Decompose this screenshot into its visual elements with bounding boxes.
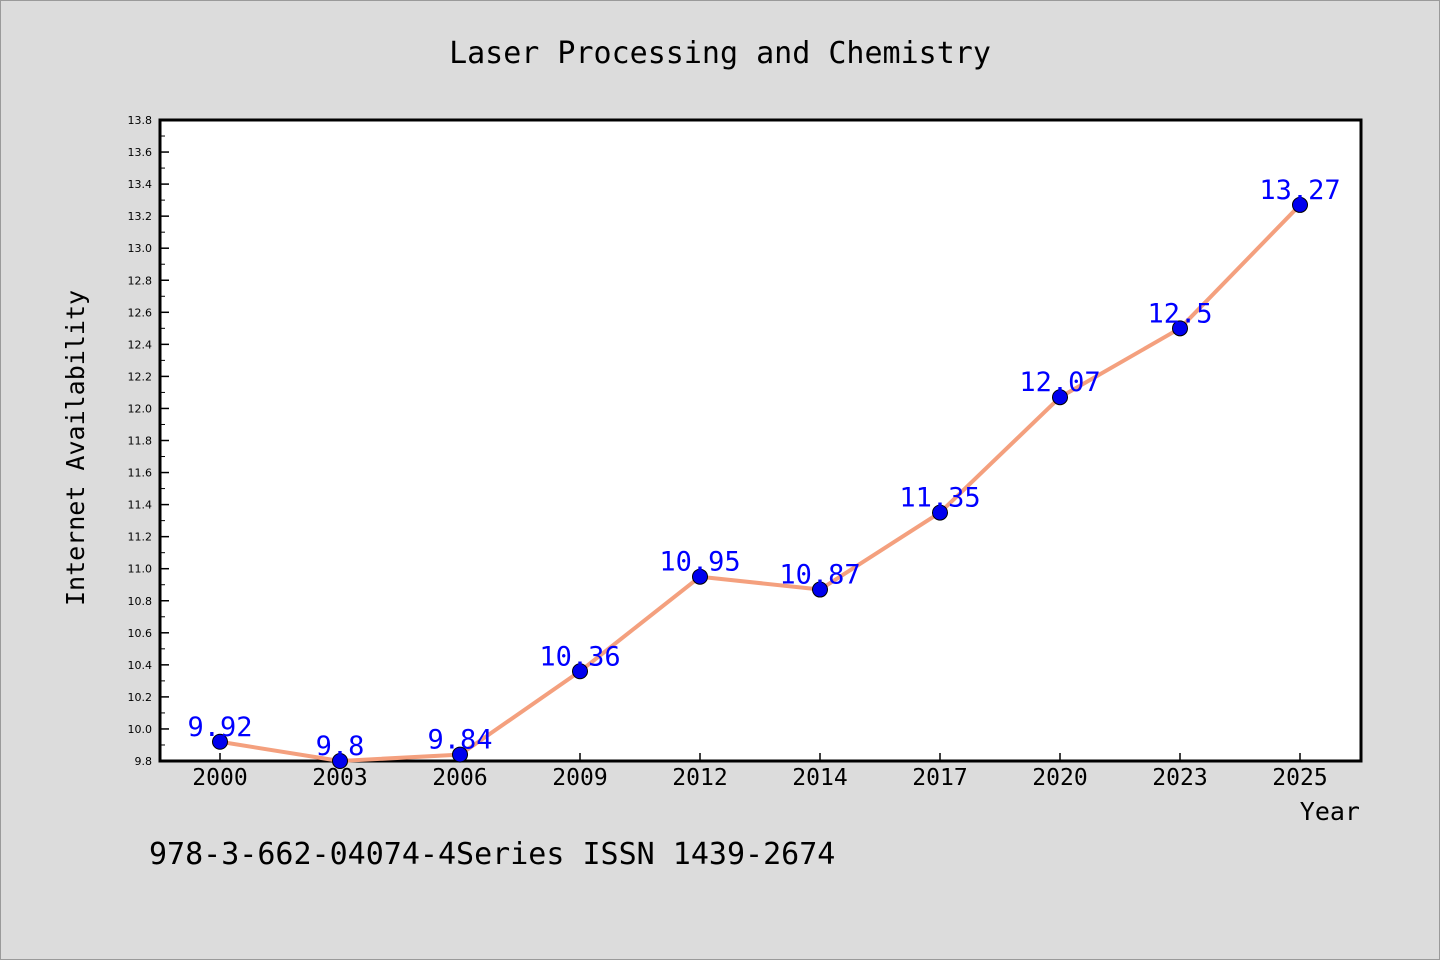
y-tick-label: 10.0 bbox=[128, 723, 153, 736]
y-tick-label: 11.8 bbox=[128, 435, 153, 448]
x-axis: 2000 2003 2006 2009 2012 2014 2017 2020 2023 2025 bbox=[192, 753, 1328, 791]
data-point bbox=[932, 504, 948, 521]
y-tick-label: 11.2 bbox=[128, 531, 153, 544]
data-label: 11.35 bbox=[899, 483, 980, 514]
y-tick-label: 10.6 bbox=[128, 627, 153, 640]
y-tick-label: 12.2 bbox=[128, 370, 153, 383]
y-tick-label: 13.4 bbox=[128, 178, 153, 191]
x-tick-label: 2003 bbox=[312, 765, 367, 791]
y-tick-label: 10.2 bbox=[128, 691, 153, 704]
y-tick-label: 12.0 bbox=[128, 402, 153, 415]
data-point bbox=[572, 663, 588, 680]
data-point bbox=[692, 568, 708, 585]
data-label: 10.87 bbox=[779, 560, 860, 591]
data-label: 12.5 bbox=[1147, 298, 1212, 329]
x-tick-label: 2020 bbox=[1032, 765, 1087, 791]
y-tick-label: 12.4 bbox=[128, 338, 153, 351]
x-tick-label: 2017 bbox=[912, 765, 967, 791]
data-point bbox=[812, 581, 828, 598]
y-tick-label: 13.6 bbox=[128, 146, 153, 159]
data-point bbox=[212, 733, 228, 750]
y-tick-label: 11.0 bbox=[128, 563, 153, 576]
data-point bbox=[332, 753, 348, 769]
x-tick-label: 2009 bbox=[552, 765, 607, 791]
x-tick-label: 2023 bbox=[1152, 765, 1207, 791]
x-axis-label: Year bbox=[1300, 797, 1360, 826]
chart-title: Laser Processing and Chemistry bbox=[449, 36, 991, 71]
x-tick-label: 2012 bbox=[672, 765, 727, 791]
footer-text: 978-3-662-04074-4Series ISSN 1439-2674 bbox=[149, 837, 835, 872]
data-label: 12.07 bbox=[1019, 367, 1100, 398]
y-tick-label: 10.8 bbox=[128, 595, 153, 608]
y-tick-label: 12.6 bbox=[128, 306, 153, 319]
data-point bbox=[452, 746, 468, 763]
data-point bbox=[1172, 320, 1188, 337]
data-label: 9.84 bbox=[427, 725, 492, 756]
y-tick-label: 11.4 bbox=[128, 499, 153, 512]
data-point bbox=[1052, 389, 1068, 406]
x-tick-label: 2014 bbox=[792, 765, 847, 791]
x-tick-label: 2006 bbox=[432, 765, 487, 791]
data-point bbox=[1292, 196, 1308, 213]
y-tick-label: 13.8 bbox=[128, 114, 153, 127]
plot-area bbox=[158, 118, 1363, 763]
data-label: 10.36 bbox=[539, 641, 620, 672]
y-tick-label: 10.4 bbox=[128, 659, 153, 672]
data-label: 13.27 bbox=[1259, 175, 1340, 206]
y-tick-label: 13.2 bbox=[128, 210, 153, 223]
data-label: 9.92 bbox=[187, 712, 252, 743]
y-tick-label: 13.0 bbox=[128, 242, 153, 255]
y-axis-label: Internet Availability bbox=[61, 290, 90, 606]
y-tick-label: 12.8 bbox=[128, 274, 153, 287]
y-tick-label: 9.8 bbox=[135, 755, 153, 768]
data-label: 10.95 bbox=[659, 547, 740, 578]
x-tick-label: 2000 bbox=[192, 765, 247, 791]
series-line bbox=[218, 202, 1302, 763]
x-tick-label: 2025 bbox=[1272, 765, 1327, 791]
data-label: 9.8 bbox=[316, 731, 365, 762]
y-tick-label: 11.6 bbox=[128, 467, 153, 480]
series-layer: 9.92 9.8 9.84 10.36 10.95 10.87 11.35 12.07 12.5… bbox=[187, 175, 1341, 769]
y-axis: 9.8 10.0 10.2 10.4 10.6 10.8 11.0 11.2 11.4 11.6 1… bbox=[128, 114, 169, 768]
